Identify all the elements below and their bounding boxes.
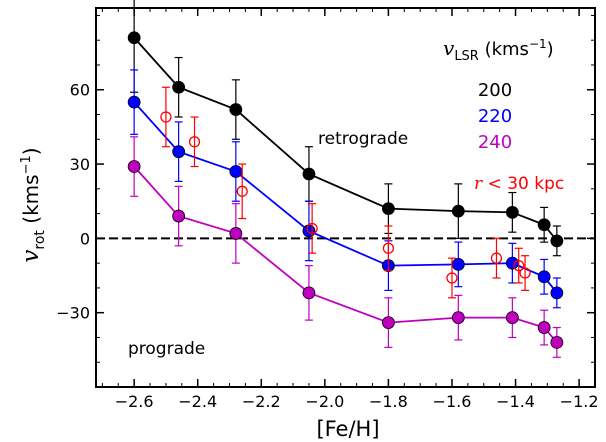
y-axis-title: vrot (kms−1) [18, 147, 48, 262]
data-point [382, 202, 395, 216]
legend-entry-r30: r < 30 kpc [474, 174, 564, 194]
x-tick-label: −2.6 [115, 392, 154, 411]
annotation-retrograde: retrograde [318, 129, 408, 149]
y-tick-label: 60 [70, 81, 90, 100]
legend-entry-240: 240 [478, 132, 512, 153]
data-point [550, 286, 564, 300]
data-point [451, 311, 465, 325]
x-tick-label: −1.6 [433, 392, 472, 411]
x-tick-label: −1.2 [560, 392, 599, 411]
data-point [306, 222, 318, 235]
data-point [127, 31, 141, 45]
legend-entry-200: 200 [478, 80, 512, 101]
x-tick-label: −1.4 [496, 392, 535, 411]
data-point [451, 257, 465, 271]
x-tick-label: −2.4 [178, 392, 217, 411]
data-point [451, 204, 465, 218]
data-point [505, 256, 519, 270]
data-point [172, 145, 186, 159]
data-point [382, 316, 395, 329]
y-tick-label: −30 [56, 304, 90, 323]
data-point [505, 205, 519, 219]
data-point [302, 224, 316, 238]
data-point [302, 286, 316, 300]
legend: vLSR (kms−1) 200 220 240 r < 30 kpc [443, 36, 564, 194]
data-point [537, 321, 551, 334]
data-point [537, 270, 551, 284]
data-point [229, 227, 243, 240]
legend-entry-220: 220 [478, 106, 512, 127]
data-point [127, 95, 141, 109]
y-tick-label: 0 [80, 229, 90, 248]
plot-frame [95, 7, 596, 388]
data-point [446, 272, 458, 284]
x-axis-title: [Fe/H] [316, 417, 379, 441]
data-point [382, 242, 395, 254]
x-tick-label: −2.0 [305, 392, 344, 411]
plot-area: −2.6 −2.4 −2.2 −2.0 −1.8 −1.6 −1.4 −1.2 60 30 0 −30 [56, 0, 599, 411]
data-point [513, 259, 525, 272]
data-point [519, 267, 531, 279]
data-point [550, 234, 564, 248]
data-point [229, 165, 243, 178]
y-tick-label: 30 [70, 155, 90, 174]
data-point [490, 252, 503, 264]
data-point [160, 111, 172, 123]
data-point [236, 185, 248, 197]
x-tick-label: −2.2 [242, 392, 281, 411]
data-point [229, 103, 243, 116]
data-point [505, 311, 519, 325]
data-point [172, 209, 186, 223]
data-point [550, 336, 564, 349]
data-point [127, 160, 141, 173]
data-point [188, 136, 201, 148]
data-point [537, 218, 551, 232]
data-point [172, 80, 186, 94]
annotation-prograde: prograde [128, 339, 205, 359]
x-tick-label: −1.8 [369, 392, 408, 411]
legend-title: vLSR (kms−1) [443, 36, 554, 64]
data-point [302, 167, 316, 181]
